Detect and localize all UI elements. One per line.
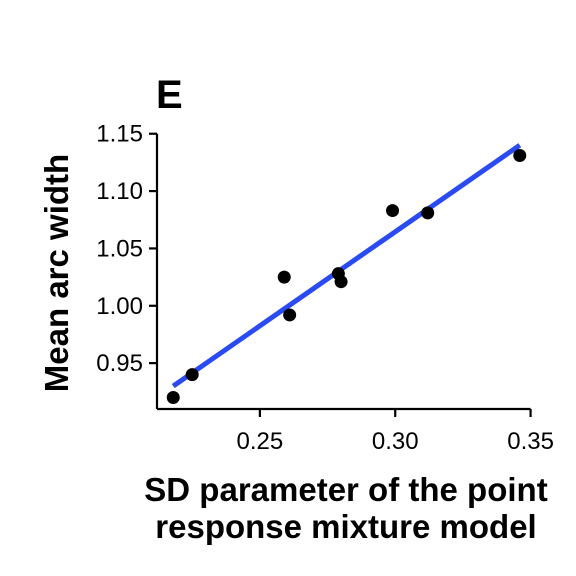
x-tick-label: 0.30 <box>372 428 419 455</box>
y-axis: 0.95 1.00 1.05 1.10 1.15 <box>96 121 159 409</box>
data-points <box>166 149 527 405</box>
y-axis-title: Mean arc width <box>38 154 75 392</box>
regression-line <box>171 143 522 389</box>
data-point <box>513 149 527 163</box>
y-tick-label: 1.10 <box>96 178 143 205</box>
data-point <box>334 275 348 289</box>
y-tick-label: 1.00 <box>96 293 143 320</box>
x-axis-title-line-1: SD parameter of the point <box>144 471 547 508</box>
data-point <box>185 368 199 382</box>
x-axis: 0.25 0.30 0.35 <box>157 407 554 455</box>
fit-line-group <box>171 143 522 389</box>
y-tick-label: 1.15 <box>96 121 143 148</box>
data-point <box>386 204 400 218</box>
data-point <box>283 308 297 322</box>
data-point <box>166 391 180 405</box>
data-point <box>277 270 291 284</box>
y-tick-label: 0.95 <box>96 350 143 377</box>
panel-title: E <box>156 73 183 117</box>
x-tick-label: 0.25 <box>237 428 284 455</box>
data-point <box>421 206 435 220</box>
y-tick-label: 1.05 <box>96 235 143 262</box>
x-axis-title-line-2: response mixture model <box>155 508 536 545</box>
x-tick-label: 0.35 <box>507 428 554 455</box>
